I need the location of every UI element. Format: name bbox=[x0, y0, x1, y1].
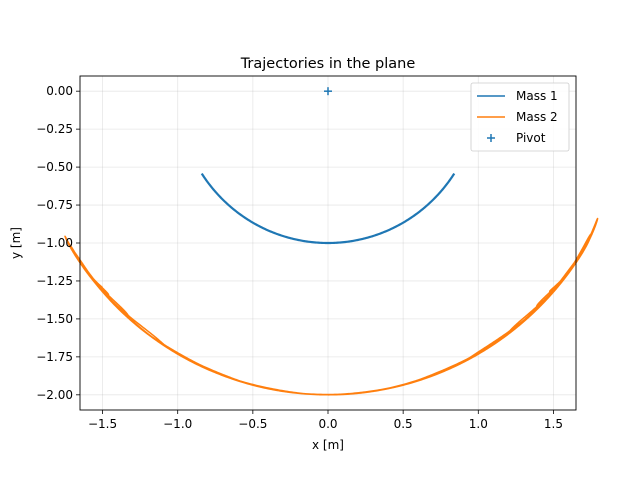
y-tick-label: −0.75 bbox=[36, 198, 73, 212]
pivot-marker bbox=[324, 87, 332, 96]
legend: Mass 1 Mass 2 Pivot bbox=[470, 82, 570, 152]
legend-label-pivot: Pivot bbox=[516, 131, 546, 145]
x-tick-label: 0.0 bbox=[318, 417, 337, 431]
y-tick-label: −0.50 bbox=[36, 160, 73, 174]
legend-swatch-pivot bbox=[487, 134, 495, 142]
plot-area bbox=[64, 87, 599, 396]
y-tick-label: −1.00 bbox=[36, 236, 73, 250]
y-axis-label: y [m] bbox=[9, 227, 23, 259]
y-tick-label: −1.50 bbox=[36, 312, 73, 326]
series-mass-2-line bbox=[64, 217, 599, 396]
legend-box bbox=[470, 82, 570, 152]
legend-label-mass-1: Mass 1 bbox=[516, 89, 558, 103]
chart-title: Trajectories in the plane bbox=[240, 56, 416, 72]
x-tick-label: −0.5 bbox=[238, 417, 267, 431]
y-tick-label: 0.00 bbox=[46, 84, 73, 98]
x-tick-label: 1.0 bbox=[469, 417, 488, 431]
y-tick-label: −0.25 bbox=[36, 122, 73, 136]
y-tick-label: −1.75 bbox=[36, 350, 73, 364]
y-tick-label: −1.25 bbox=[36, 274, 73, 288]
x-tick-label: 0.5 bbox=[394, 417, 413, 431]
x-tick-label: 1.5 bbox=[544, 417, 563, 431]
x-tick-label: −1.5 bbox=[88, 417, 117, 431]
legend-label-mass-2: Mass 2 bbox=[516, 110, 558, 124]
x-axis-ticks: −1.5 −1.0 −0.5 0.0 0.5 1.0 1.5 bbox=[88, 410, 563, 431]
y-axis-ticks: 0.00 −0.25 −0.50 −0.75 −1.00 −1.25 −1.50 −1.75 −… bbox=[36, 84, 80, 402]
series-mass-1-line bbox=[200, 172, 456, 245]
x-tick-label: −1.0 bbox=[163, 417, 192, 431]
x-axis-label: x [m] bbox=[312, 438, 344, 452]
y-tick-label: −2.00 bbox=[36, 388, 73, 402]
